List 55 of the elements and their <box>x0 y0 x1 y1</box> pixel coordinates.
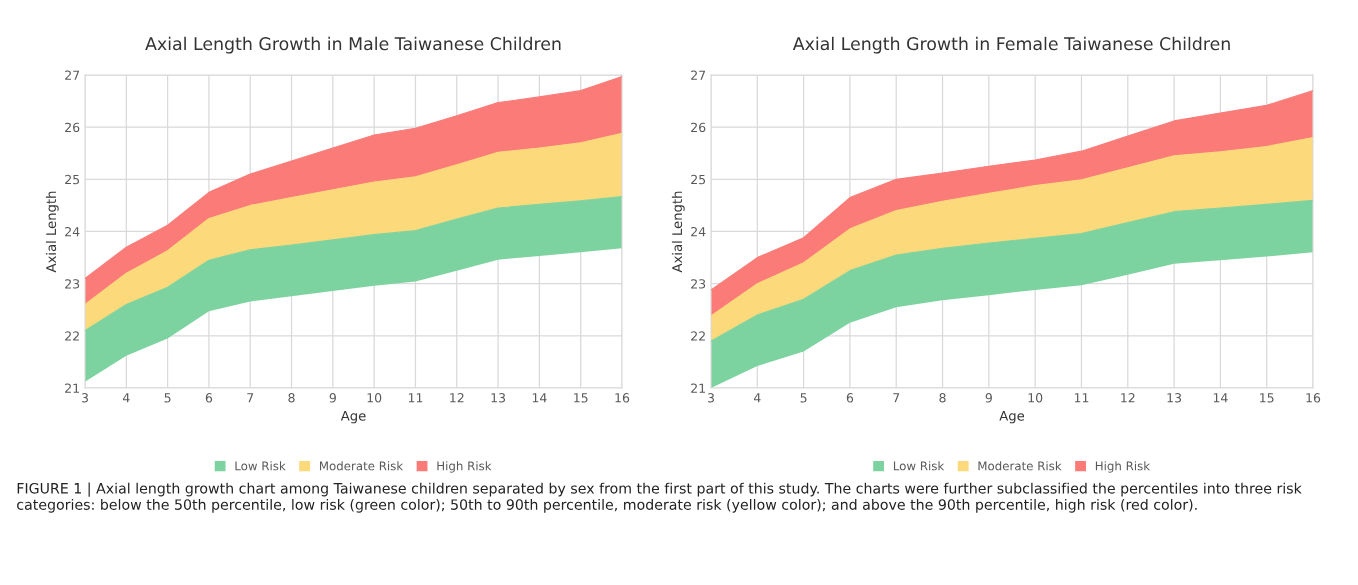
y-tick-label: 22 <box>691 331 705 341</box>
x-tick-label: 12 <box>1121 393 1135 403</box>
x-tick-label: 11 <box>408 393 423 403</box>
legend-label: Moderate Risk <box>319 461 404 471</box>
x-tick-label: 14 <box>1213 393 1228 403</box>
x-tick-label: 3 <box>81 393 88 403</box>
x-tick-label: 9 <box>329 393 336 403</box>
x-tick-label: 8 <box>939 393 946 403</box>
legend-label: Moderate Risk <box>978 461 1062 471</box>
y-tick-label: 26 <box>65 122 80 133</box>
x-tick-label: 3 <box>707 393 714 403</box>
x-tick-label: 5 <box>164 393 171 403</box>
y-tick-label: 25 <box>65 174 80 185</box>
x-tick-label: 6 <box>205 393 213 403</box>
x-tick-label: 16 <box>1306 393 1321 403</box>
y-tick-label: 25 <box>691 174 706 185</box>
legend-label: Low Risk <box>235 461 286 471</box>
x-tick-label: 12 <box>450 393 464 403</box>
x-tick-label: 15 <box>1260 393 1274 403</box>
legend-label: High Risk <box>1095 461 1151 473</box>
caption: FIGURE 1 | Axial length growth chart among Taiwanese children separated by sex from the first part of this study. The charts were further subclassified the percentiles into three risk categories: below the 50th percentile, low risk (green color); 50th to 90th percentile, moderate risk (yellow color); and above the 90th percentile, high risk (red color). <box>17 482 1302 513</box>
legend-label: Low Risk <box>893 461 945 471</box>
x-tick-label: 6 <box>846 393 854 403</box>
y-axis-title: Axial Length <box>45 191 59 273</box>
y-tick-label: 27 <box>65 70 80 80</box>
x-tick-label: 7 <box>893 393 900 403</box>
x-tick-label: 13 <box>491 393 506 403</box>
x-tick-label: 4 <box>753 393 761 403</box>
y-tick-label: 23 <box>691 279 706 289</box>
legend-label: High Risk <box>437 461 492 473</box>
x-tick-label: 13 <box>1167 393 1182 403</box>
chart-title: Axial Length Growth in Male Taiwanese Children <box>145 36 561 54</box>
y-tick-label: 24 <box>691 226 706 237</box>
x-tick-label: 14 <box>532 393 547 403</box>
y-tick-label: 21 <box>691 383 705 393</box>
x-axis-title: Age <box>999 410 1025 424</box>
x-tick-label: 9 <box>985 393 992 403</box>
x-tick-label: 16 <box>615 393 630 403</box>
x-tick-label: 5 <box>800 393 807 403</box>
y-axis-title: Axial Length <box>671 191 685 273</box>
x-tick-label: 15 <box>574 393 588 403</box>
x-tick-label: 10 <box>1028 393 1043 403</box>
x-tick-label: 8 <box>288 393 295 403</box>
chart-title: Axial Length Growth in Female Taiwanese Children <box>792 36 1230 54</box>
x-tick-label: 10 <box>367 393 382 403</box>
y-tick-label: 23 <box>65 279 80 289</box>
y-tick-label: 27 <box>691 70 706 80</box>
x-tick-label: 7 <box>247 393 254 403</box>
y-tick-label: 24 <box>65 226 80 237</box>
x-tick-label: 11 <box>1074 393 1089 403</box>
y-tick-label: 26 <box>691 122 706 133</box>
y-tick-label: 21 <box>65 383 79 393</box>
y-tick-label: 22 <box>65 331 79 341</box>
x-tick-label: 4 <box>122 393 130 403</box>
x-axis-title: Age <box>340 410 366 424</box>
